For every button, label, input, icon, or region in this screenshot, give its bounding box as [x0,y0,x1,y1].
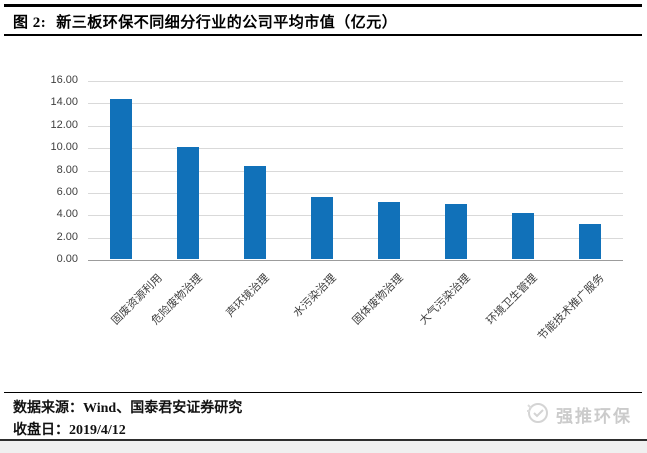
gridline [88,148,623,150]
plot-area [88,81,623,261]
x-axis-line [88,260,623,261]
y-tick-label: 6.00 [56,185,78,198]
bar-环境卫生管理 [511,213,534,259]
brand-logo-icon [524,399,550,430]
y-tick-label: 12.00 [50,118,78,131]
title-divider [4,34,642,36]
bottom-rule [0,439,647,441]
y-tick-label: 14.00 [50,96,78,109]
bar-节能技术推广服务 [578,224,601,259]
y-tick-label: 8.00 [56,163,78,176]
bar-危险废物治理 [177,147,200,259]
chart-title: 图 2: 新三板环保不同细分行业的公司平均市值（亿元） [13,11,397,32]
bottom-margin-strip [0,441,647,453]
source-note: 数据来源：Wind、国泰君安证券研究 [13,401,243,416]
brand-watermark-label: 强推环保 [556,407,632,426]
x-axis-labels: 固废资源利用 危险废物治理 声环境治理 水污染治理 固体废物治理 大气污染治理 环境卫生管理… [88,260,623,385]
close-date-note: 收盘日：2019/4/12 [13,423,126,438]
y-tick-label: 16.00 [50,74,78,86]
bar-固体废物治理 [377,201,400,259]
notes-divider [4,392,642,393]
y-tick-label: 10.00 [50,141,78,154]
bar-大气污染治理 [444,204,467,259]
gridline [88,81,623,82]
gridline [88,125,623,127]
category-label: 声环境治理 [224,272,272,320]
gridline [88,215,623,217]
category-label: 水污染治理 [291,272,339,320]
gridline [88,170,623,172]
gridline [88,103,623,105]
bar-水污染治理 [311,197,334,259]
category-label: 固体废物治理 [350,272,406,328]
y-tick-label: 0.00 [56,253,78,265]
y-tick-label: 4.00 [56,208,78,221]
category-label: 环境卫生管理 [484,272,540,328]
category-label: 大气污染治理 [417,272,473,328]
brand-watermark: 强推环保 [524,399,632,430]
figure-title-text: 新三板环保不同细分行业的公司平均市值（亿元） [56,15,398,31]
category-label: 节能技术推广服务 [535,272,607,343]
y-tick-label: 2.00 [56,230,78,243]
top-rule [4,4,642,7]
bar-声环境治理 [244,166,267,259]
y-axis: 16.00 14.00 12.00 10.00 8.00 6.00 4.00 2.00 0.00 [34,74,83,265]
bar-固废资源利用 [110,99,133,259]
gridline [88,237,623,239]
figure-number: 图 2: [13,15,47,31]
gridline [88,192,623,194]
